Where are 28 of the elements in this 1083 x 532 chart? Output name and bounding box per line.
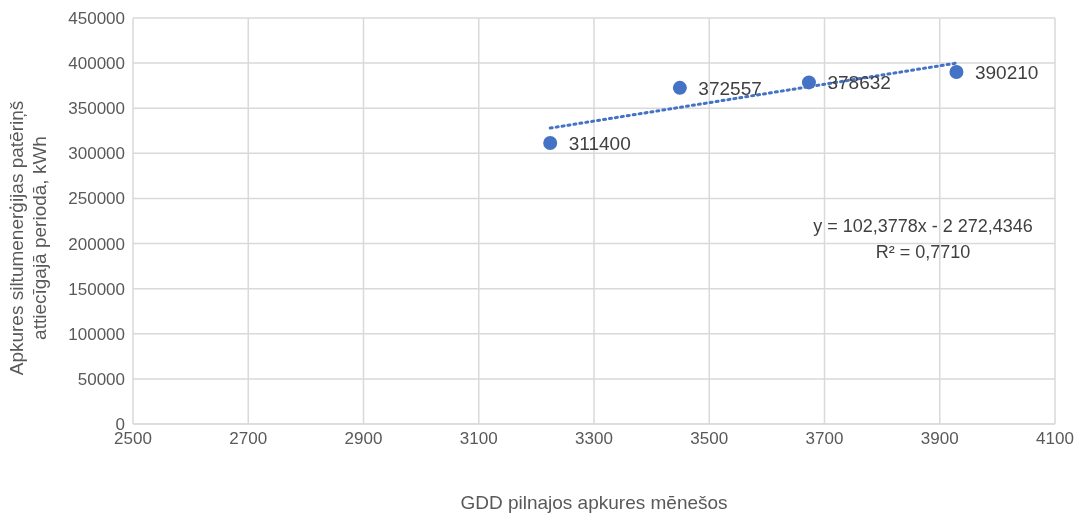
x-tick-label: 2700 [229, 429, 268, 449]
x-tick-label: 3900 [920, 429, 959, 449]
x-tick-label: 3700 [805, 429, 844, 449]
x-tick-label: 3500 [690, 429, 729, 449]
y-tick-label: 300000 [68, 144, 125, 164]
y-axis-title: Apkures siltumenerģijas patēriņš attiecīgajā periodā, kWh [5, 99, 51, 378]
x-tick-label: 3300 [575, 429, 613, 449]
annotation: R² = 0,7710 [874, 241, 972, 264]
y-tick-label: 250000 [68, 189, 125, 209]
data-label: 378632 [827, 72, 891, 94]
y-tick-label: 200000 [68, 234, 125, 254]
point [672, 80, 687, 95]
y-tick-label: 350000 [68, 99, 125, 119]
annotation: y = 102,3778x - 2 272,4346 [812, 215, 1034, 238]
y-tick-label: 400000 [68, 54, 125, 74]
data-label: 372557 [698, 77, 762, 99]
x-tick-label: 2900 [344, 429, 383, 449]
x-tick-label: 4100 [1036, 429, 1074, 449]
data-label: 390210 [974, 61, 1039, 83]
y-tick-label: 150000 [68, 279, 125, 299]
x-tick-label: 3100 [459, 429, 498, 449]
y-tick-label: 50000 [77, 369, 125, 389]
data-label: 311400 [568, 132, 631, 154]
y-tick-label: 100000 [68, 324, 125, 344]
point [543, 136, 558, 151]
x-axis-title: GDD pilnajos apkures mēnešos [460, 492, 728, 513]
y-tick-label: 450000 [68, 9, 125, 29]
point [949, 64, 964, 79]
